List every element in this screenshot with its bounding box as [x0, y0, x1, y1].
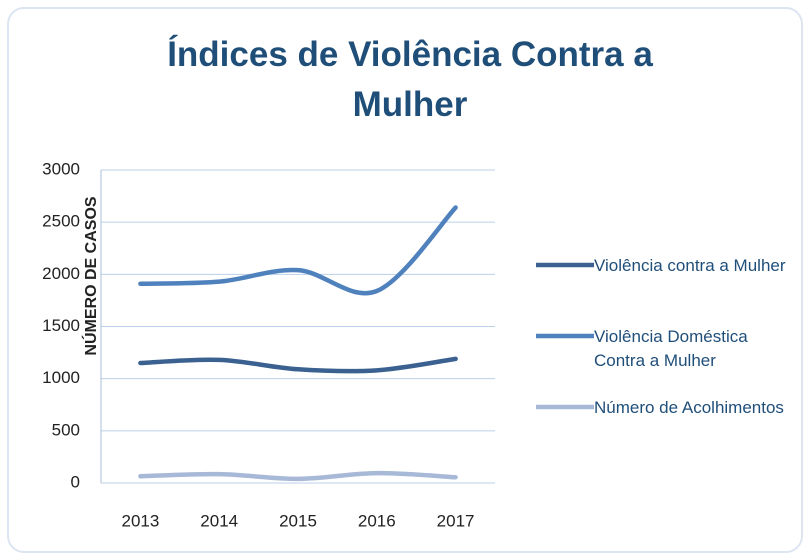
- series-line: [138, 205, 458, 296]
- y-tick-label: 2500: [42, 212, 80, 231]
- x-tick-label: 2016: [358, 511, 396, 530]
- legend-label: Número de Acolhimentos: [594, 398, 784, 417]
- y-axis-label: NÚMERO DE CASOS: [81, 196, 100, 355]
- x-tick-label: 2013: [121, 511, 159, 530]
- x-tick-label: 2014: [200, 511, 238, 530]
- y-tick-label: 2000: [42, 264, 80, 283]
- series-line: [138, 356, 458, 374]
- chart-frame: [7, 7, 803, 553]
- legend-label: Violência Doméstica Contra a Mulher: [594, 327, 748, 370]
- series-line: [138, 470, 458, 482]
- y-tick-label: 1500: [42, 316, 80, 335]
- x-tick-label: 2017: [437, 511, 475, 530]
- y-tick-label: 0: [71, 472, 80, 491]
- y-tick-label: 3000: [42, 159, 80, 178]
- y-tick-label: 500: [52, 420, 80, 439]
- legend-label: Violência contra a Mulher: [594, 256, 786, 275]
- chart-title: Índices de Violência Contra a Mulher: [167, 35, 653, 124]
- x-tick-label: 2015: [279, 511, 317, 530]
- y-tick-label: 1000: [42, 368, 80, 387]
